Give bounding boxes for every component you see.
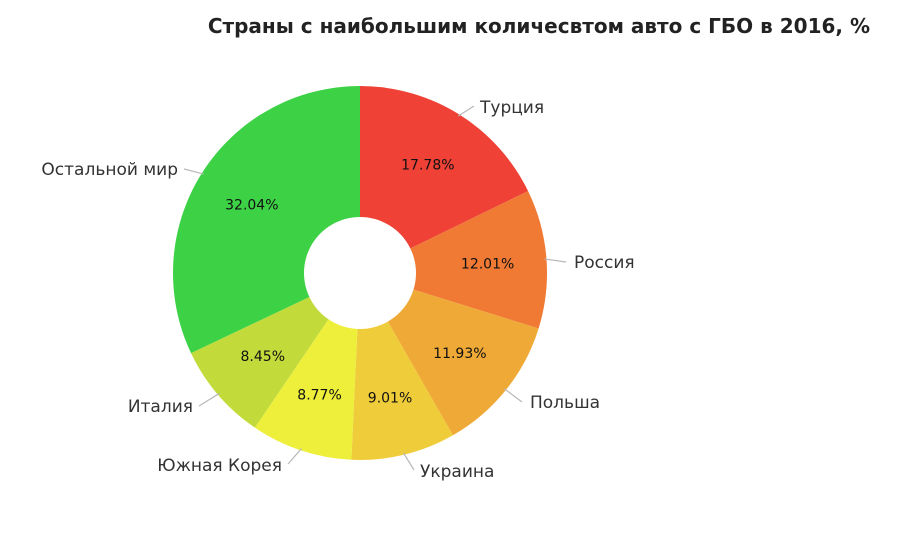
value-label-poland: 11.93% xyxy=(433,346,486,362)
value-label-turkey: 17.78% xyxy=(401,157,454,173)
slice-poland xyxy=(387,289,539,436)
value-label-rest-of-world: 32.04% xyxy=(225,198,278,214)
leader-line-south-korea xyxy=(287,448,302,465)
value-label-italy: 8.45% xyxy=(241,349,285,365)
value-label-ukraine: 9.01% xyxy=(368,390,412,406)
slice-russia xyxy=(410,191,547,329)
category-label-south-korea: Южная Корея xyxy=(157,456,282,476)
leader-line-turkey xyxy=(457,105,475,117)
value-label-south-korea: 8.77% xyxy=(297,387,341,403)
leader-line-poland xyxy=(503,388,523,403)
category-label-italy: Италия xyxy=(128,397,193,417)
category-label-rest-of-world: Остальной мир xyxy=(41,160,178,180)
category-label-poland: Польша xyxy=(530,393,600,413)
slice-ukraine xyxy=(351,321,453,460)
leader-line-rest-of-world xyxy=(183,168,204,175)
category-label-ukraine: Украина xyxy=(420,462,494,482)
category-label-russia: Россия xyxy=(574,253,635,273)
category-label-turkey: Турция xyxy=(479,98,544,118)
leader-line-ukraine xyxy=(402,452,415,471)
chart-title: Страны с наибольшим количесвтом авто с Г… xyxy=(207,14,870,38)
slice-rest-of-world xyxy=(173,86,360,354)
slice-south-korea xyxy=(254,319,358,460)
leader-line-russia xyxy=(544,258,567,263)
value-label-russia: 12.01% xyxy=(461,256,514,272)
slice-italy xyxy=(191,296,329,428)
slice-turkey xyxy=(360,86,529,249)
leader-line-italy xyxy=(198,392,220,407)
